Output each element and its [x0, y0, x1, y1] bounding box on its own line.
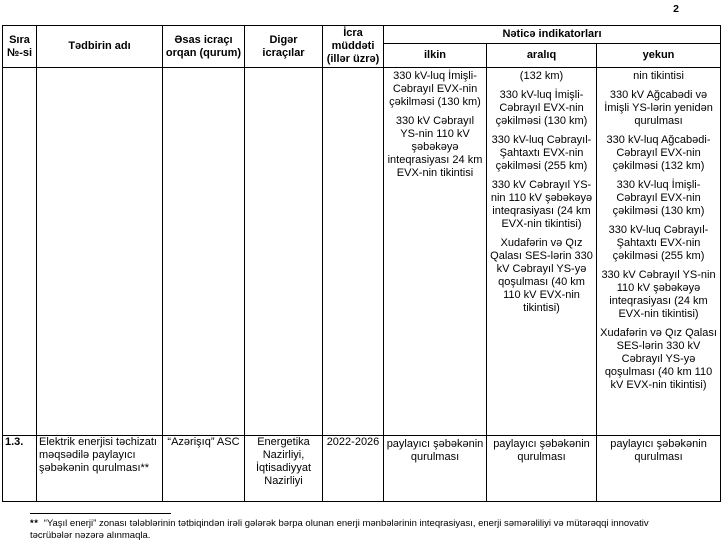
cell-no: 1.3.: [2, 435, 37, 502]
footnote-separator: [30, 513, 171, 514]
indicator-paragraph: Xudafərin və Qız Qalası SES-lərin 330 kV…: [600, 327, 717, 391]
cell-indicator-ilkin: 330 kV-luq İmişli-Cəbrayıl EVX-nin çəkil…: [383, 67, 487, 436]
indicator-paragraph: paylayıcı şəbəkənin qurulması: [610, 438, 707, 463]
page-number: 2: [673, 3, 679, 15]
indicator-paragraph: 330 kV Ağcabədi və İmişli YS-lərin yenid…: [604, 89, 713, 127]
footnote-text: “Yaşıl enerji” zonası tələblərinin tətbi…: [30, 518, 649, 541]
cell-name: Elektrik enerjisi təchizatı məqsədilə pa…: [36, 435, 163, 502]
column-header-sira: Sıra №-si: [2, 25, 37, 68]
column-header-diger-icracilar: Digər icraçılar: [244, 25, 323, 68]
indicator-paragraph: 330 kV-luq İmişli-Cəbrayıl EVX-nin çəkil…: [495, 89, 588, 127]
cell-period: [322, 67, 384, 436]
indicator-paragraph: Xudafərin və Qız Qalası SES-lərin 330 kV…: [490, 237, 593, 314]
cell-other-executors: [244, 67, 323, 436]
indicator-paragraph: (132 km): [519, 70, 564, 82]
table-row-continuation: 330 kV-luq İmişli-Cəbrayıl EVX-nin çəkil…: [2, 67, 722, 436]
cell-indicator-yekun: nin tikintisi 330 kV Ağcabədi və İmişli Y…: [595, 67, 722, 436]
indicator-paragraph: 330 kV-luq Ağcabədi-Cəbrayıl EVX-nin çək…: [606, 134, 711, 172]
indicator-paragraph: 330 kV-luq Cəbrayıl-Şahtaxtı EVX-nin çək…: [608, 224, 709, 262]
indicator-paragraph: nin tikintisi: [633, 70, 684, 82]
column-header-netice-indikatorlari: Nəticə indikatorları: [382, 24, 722, 45]
cell-main-executor: [162, 67, 245, 436]
table-row-1-3: 1.3. Elektrik enerjisi təchizatı məqsədi…: [2, 435, 722, 502]
column-header-tedbir: Tədbirin adı: [36, 25, 163, 68]
indicator-paragraph: 330 kV-luq Cəbrayıl- Şahtaxtı EVX-nin çə…: [491, 134, 592, 172]
cell-indicator-araliq: paylayıcı şəbəkənin qurulması: [486, 435, 597, 502]
cell-indicator-yekun: paylayıcı şəbəkənin qurulması: [595, 435, 722, 502]
column-header-araliq: aralıq: [486, 43, 597, 68]
indicator-paragraph: 330 kV-luq İmişli-Cəbrayıl EVX-nin çəkil…: [389, 70, 481, 108]
indicator-paragraph: 330 kV Cəbrayıl YS-nin 110 kV şəbəkəyə i…: [601, 269, 716, 320]
column-header-icra-muddeti: İcra müddəti (illər üzrə): [322, 25, 384, 68]
header-row-top: Sıra №-si Tədbirin adı Əsas icraçı orqan…: [2, 24, 722, 68]
indicator-paragraph: 330 kV-luq İmişli-Cəbrayıl EVX-nin çəkil…: [612, 179, 705, 217]
cell-no: [2, 67, 37, 436]
cell-indicator-ilkin: paylayıcı şəbəkənin qurulması: [383, 435, 487, 502]
cell-period: 2022-2026: [322, 435, 384, 502]
footnote-marker: **: [30, 518, 39, 529]
indicator-paragraph: paylayıcı şəbəkənin qurulması: [493, 438, 590, 463]
column-header-yekun: yekun: [595, 43, 722, 68]
cell-other-executors: Energetika Nazirliyi, İqtisadiyyat Nazir…: [244, 435, 323, 502]
indicator-paragraph: 330 kV Cəbrayıl YS-nin 110 kV şəbəkəyə i…: [490, 179, 593, 230]
column-header-ilkin: ilkin: [383, 43, 487, 68]
indicator-paragraph: 330 kV Cəbrayıl YS-nin 110 kV şəbəkəyə i…: [387, 115, 483, 179]
cell-name: [36, 67, 163, 436]
action-plan-table: Sıra №-si Tədbirin adı Əsas icraçı orqan…: [2, 24, 722, 502]
indicator-paragraph: paylayıcı şəbəkənin qurulması: [386, 438, 484, 463]
cell-main-executor: “Azərişıq” ASC: [162, 435, 245, 502]
header-row-sub: ilkin aralıq yekun: [3, 43, 722, 68]
footnote: ** “Yaşıl enerji” zonası tələblərinin tə…: [30, 518, 692, 542]
column-header-esas-icraci: Əsas icraçı orqan (qurum): [162, 25, 245, 68]
cell-indicator-araliq: (132 km) 330 kV-luq İmişli-Cəbrayıl EVX-n…: [486, 67, 597, 436]
